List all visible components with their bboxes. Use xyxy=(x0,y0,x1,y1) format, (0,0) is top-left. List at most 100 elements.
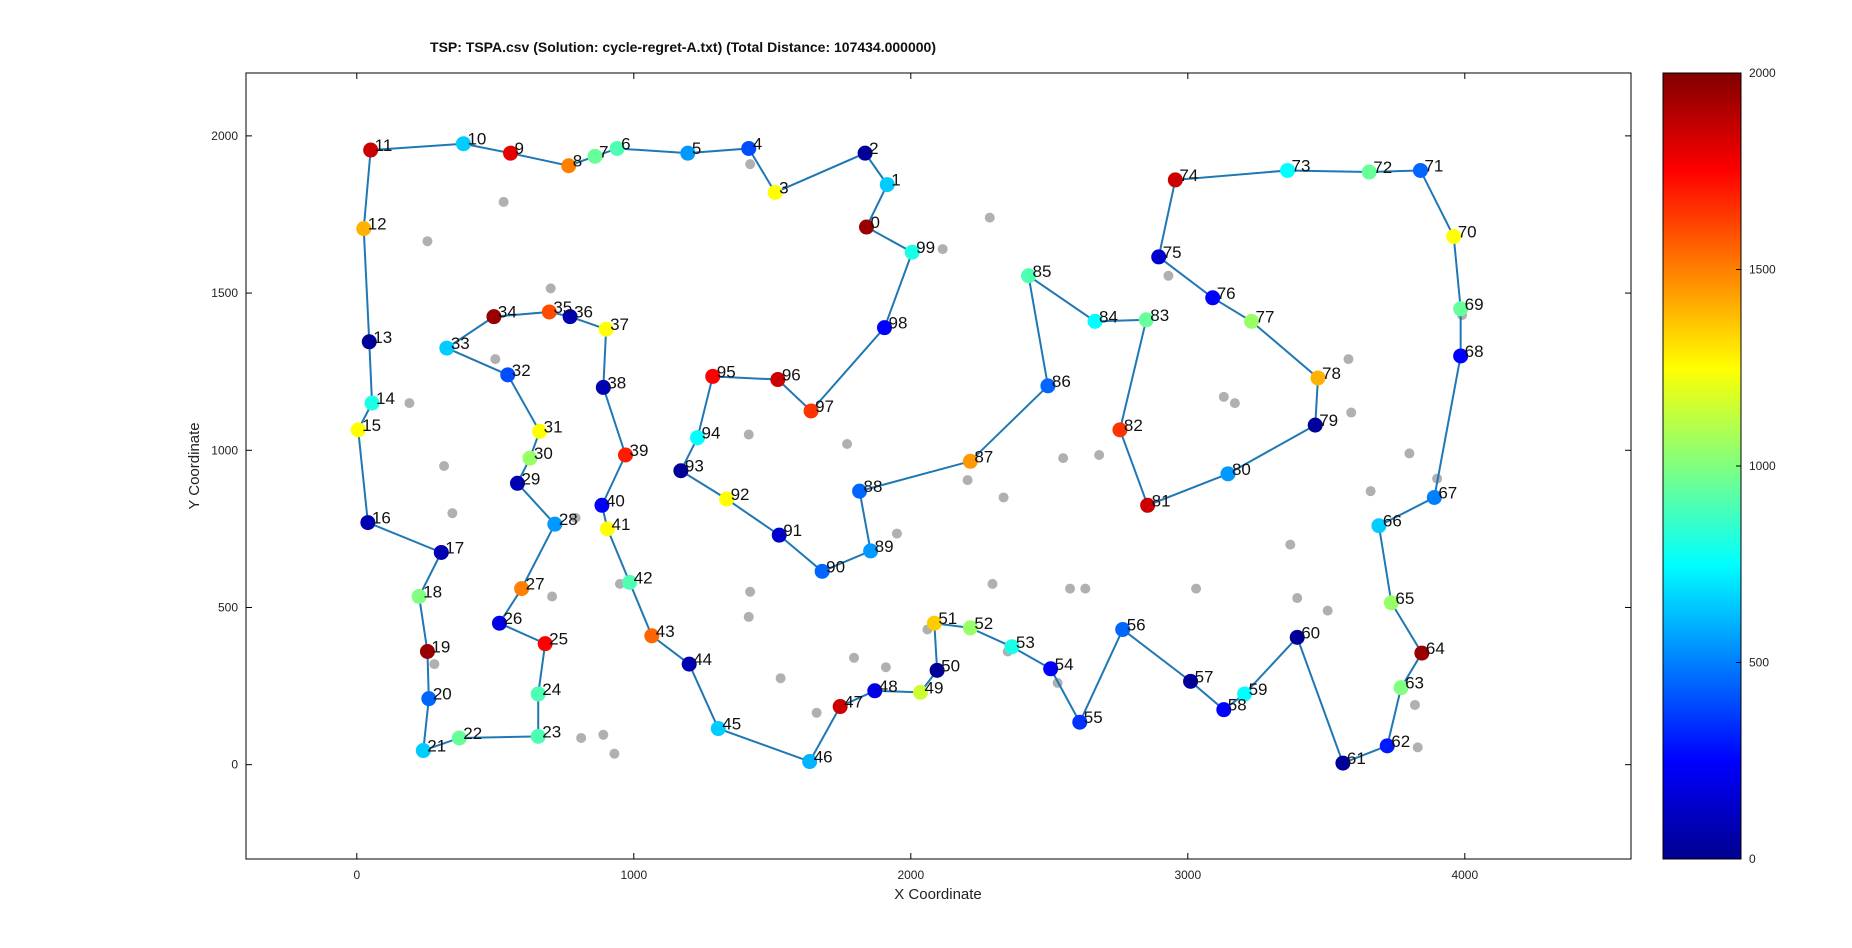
y-tick-label: 0 xyxy=(231,758,238,772)
node-72 xyxy=(1361,164,1377,180)
node-label-98: 98 xyxy=(888,314,907,333)
unused-points xyxy=(404,159,1468,759)
node-36 xyxy=(562,309,578,325)
node-label-22: 22 xyxy=(463,724,482,743)
node-28 xyxy=(547,516,563,532)
node-4 xyxy=(741,140,757,156)
node-59 xyxy=(1237,686,1253,702)
node-2 xyxy=(857,145,873,161)
node-21 xyxy=(415,743,431,759)
node-label-42: 42 xyxy=(634,568,653,587)
node-10 xyxy=(455,136,471,152)
unused-point-26 xyxy=(1365,486,1376,497)
unused-point-15 xyxy=(962,475,973,486)
node-label-75: 75 xyxy=(1163,243,1182,262)
node-label-19: 19 xyxy=(431,637,450,656)
node-label-54: 54 xyxy=(1055,655,1074,674)
node-label-48: 48 xyxy=(879,677,898,696)
node-43 xyxy=(644,628,660,644)
unused-point-0 xyxy=(745,159,756,170)
node-label-21: 21 xyxy=(427,737,446,756)
unused-point-19 xyxy=(1218,391,1229,402)
node-67 xyxy=(1426,489,1442,505)
node-label-84: 84 xyxy=(1099,307,1118,326)
node-61 xyxy=(1335,755,1351,771)
node-label-70: 70 xyxy=(1458,222,1477,241)
unused-point-32 xyxy=(1080,583,1091,594)
node-94 xyxy=(690,430,706,446)
node-53 xyxy=(1004,639,1020,655)
colorbar xyxy=(1662,72,1742,860)
node-label-26: 26 xyxy=(503,609,522,628)
unused-point-1 xyxy=(498,196,509,207)
node-44 xyxy=(681,656,697,672)
node-label-97: 97 xyxy=(815,397,834,416)
node-label-12: 12 xyxy=(368,215,387,234)
node-label-95: 95 xyxy=(717,362,736,381)
node-25 xyxy=(537,636,553,652)
node-label-40: 40 xyxy=(606,491,625,510)
node-13 xyxy=(361,334,377,350)
node-58 xyxy=(1216,702,1232,718)
node-label-35: 35 xyxy=(553,298,572,317)
unused-point-34 xyxy=(745,586,756,597)
node-46 xyxy=(802,754,818,770)
node-label-20: 20 xyxy=(433,685,452,704)
node-34 xyxy=(486,309,502,325)
node-label-81: 81 xyxy=(1152,491,1171,510)
unused-point-45 xyxy=(811,707,822,718)
node-80 xyxy=(1220,466,1236,482)
unused-point-40 xyxy=(849,652,860,663)
node-22 xyxy=(451,730,467,746)
y-tick-label: 1000 xyxy=(211,443,238,457)
node-37 xyxy=(598,321,614,337)
node-label-61: 61 xyxy=(1347,749,1366,768)
node-label-37: 37 xyxy=(610,315,629,334)
node-20 xyxy=(421,691,437,707)
unused-point-3 xyxy=(545,283,556,294)
node-label-36: 36 xyxy=(574,303,593,322)
node-42 xyxy=(622,574,638,590)
node-51 xyxy=(926,615,942,631)
unused-point-8 xyxy=(743,429,754,440)
node-7 xyxy=(587,148,603,164)
unused-point-21 xyxy=(1343,354,1354,365)
x-axis-ticks: 0 1000 2000 3000 4000 xyxy=(353,73,1478,882)
node-label-85: 85 xyxy=(1033,262,1052,281)
node-label-56: 56 xyxy=(1127,615,1146,634)
node-label-16: 16 xyxy=(372,509,391,528)
node-label-30: 30 xyxy=(534,444,553,463)
node-55 xyxy=(1072,714,1088,730)
unused-point-11 xyxy=(447,508,458,519)
node-label-63: 63 xyxy=(1405,674,1424,693)
node-77 xyxy=(1244,313,1260,329)
unused-point-31 xyxy=(1065,583,1076,594)
unused-point-41 xyxy=(880,662,891,673)
node-label-96: 96 xyxy=(782,366,801,385)
node-label-4: 4 xyxy=(753,134,762,153)
node-60 xyxy=(1289,629,1305,645)
node-label-14: 14 xyxy=(376,389,395,408)
node-76 xyxy=(1205,290,1221,306)
node-label-3: 3 xyxy=(779,178,788,197)
node-49 xyxy=(912,684,928,700)
node-label-45: 45 xyxy=(722,715,741,734)
node-1 xyxy=(879,177,895,193)
node-9 xyxy=(503,145,519,161)
node-label-13: 13 xyxy=(373,328,392,347)
node-86 xyxy=(1040,378,1056,394)
node-57 xyxy=(1183,673,1199,689)
node-label-92: 92 xyxy=(731,485,750,504)
node-12 xyxy=(356,221,372,237)
unused-point-4 xyxy=(984,212,995,223)
node-95 xyxy=(705,368,721,384)
node-label-82: 82 xyxy=(1124,416,1143,435)
node-99 xyxy=(904,244,920,260)
x-tick-label: 4000 xyxy=(1451,868,1478,882)
unused-point-14 xyxy=(998,492,1009,503)
node-50 xyxy=(929,662,945,678)
unused-point-23 xyxy=(1404,448,1415,459)
node-47 xyxy=(832,699,848,715)
unused-point-35 xyxy=(743,611,754,622)
